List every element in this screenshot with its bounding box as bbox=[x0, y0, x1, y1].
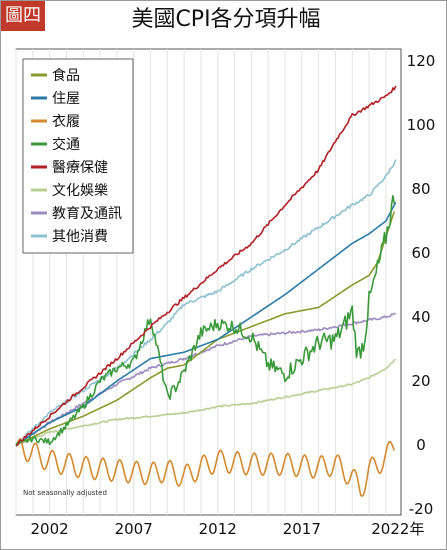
x-tick-label: 2007 bbox=[115, 520, 153, 538]
legend-label-7: 其他消費 bbox=[52, 229, 108, 245]
chart-title: 美國CPI各分項升幅 bbox=[131, 7, 321, 32]
legend-label-5: 文化娛樂 bbox=[52, 182, 108, 199]
legend-label-1: 住屋 bbox=[52, 91, 80, 107]
y-tick-label: 120 bbox=[407, 52, 436, 70]
series-line-5 bbox=[15, 358, 396, 447]
series-line-7 bbox=[15, 159, 397, 447]
x-tick-label: 2002 bbox=[31, 520, 69, 538]
legend-label-3: 交通 bbox=[52, 136, 80, 153]
legend-label-4: 醫療保健 bbox=[52, 159, 108, 176]
series-line-6 bbox=[15, 312, 396, 446]
legend-label-2: 衣履 bbox=[52, 114, 80, 130]
x-axis: 2002 2007 2012 2017 2022年 bbox=[31, 520, 425, 538]
series-line-2 bbox=[15, 438, 396, 497]
chart-note: Not seasonally adjusted bbox=[23, 489, 107, 497]
figure-badge: 圖四 bbox=[1, 1, 45, 31]
x-tick-label: 2017 bbox=[283, 520, 321, 538]
series-line-3 bbox=[15, 195, 396, 446]
y-tick-label: -20 bbox=[409, 500, 434, 518]
y-tick-label: 0 bbox=[416, 436, 426, 454]
y-tick-label: 60 bbox=[411, 244, 430, 262]
series-line-0 bbox=[15, 211, 396, 446]
y-tick-label: 80 bbox=[411, 180, 430, 198]
series-line-4 bbox=[15, 85, 397, 447]
x-tick-label: 2012 bbox=[199, 520, 237, 538]
y-axis: -20 0 20 40 60 80 100 120 bbox=[407, 52, 436, 518]
x-tick-label-last: 2022年 bbox=[371, 520, 424, 538]
y-tick-label: 40 bbox=[411, 308, 430, 326]
legend-label-6: 教育及通訊 bbox=[52, 206, 122, 222]
legend-box bbox=[22, 58, 134, 254]
y-tick-label: 100 bbox=[407, 116, 436, 134]
series-layer bbox=[15, 85, 397, 497]
y-tick-label: 20 bbox=[411, 372, 430, 390]
legend-label-0: 食品 bbox=[52, 67, 80, 84]
